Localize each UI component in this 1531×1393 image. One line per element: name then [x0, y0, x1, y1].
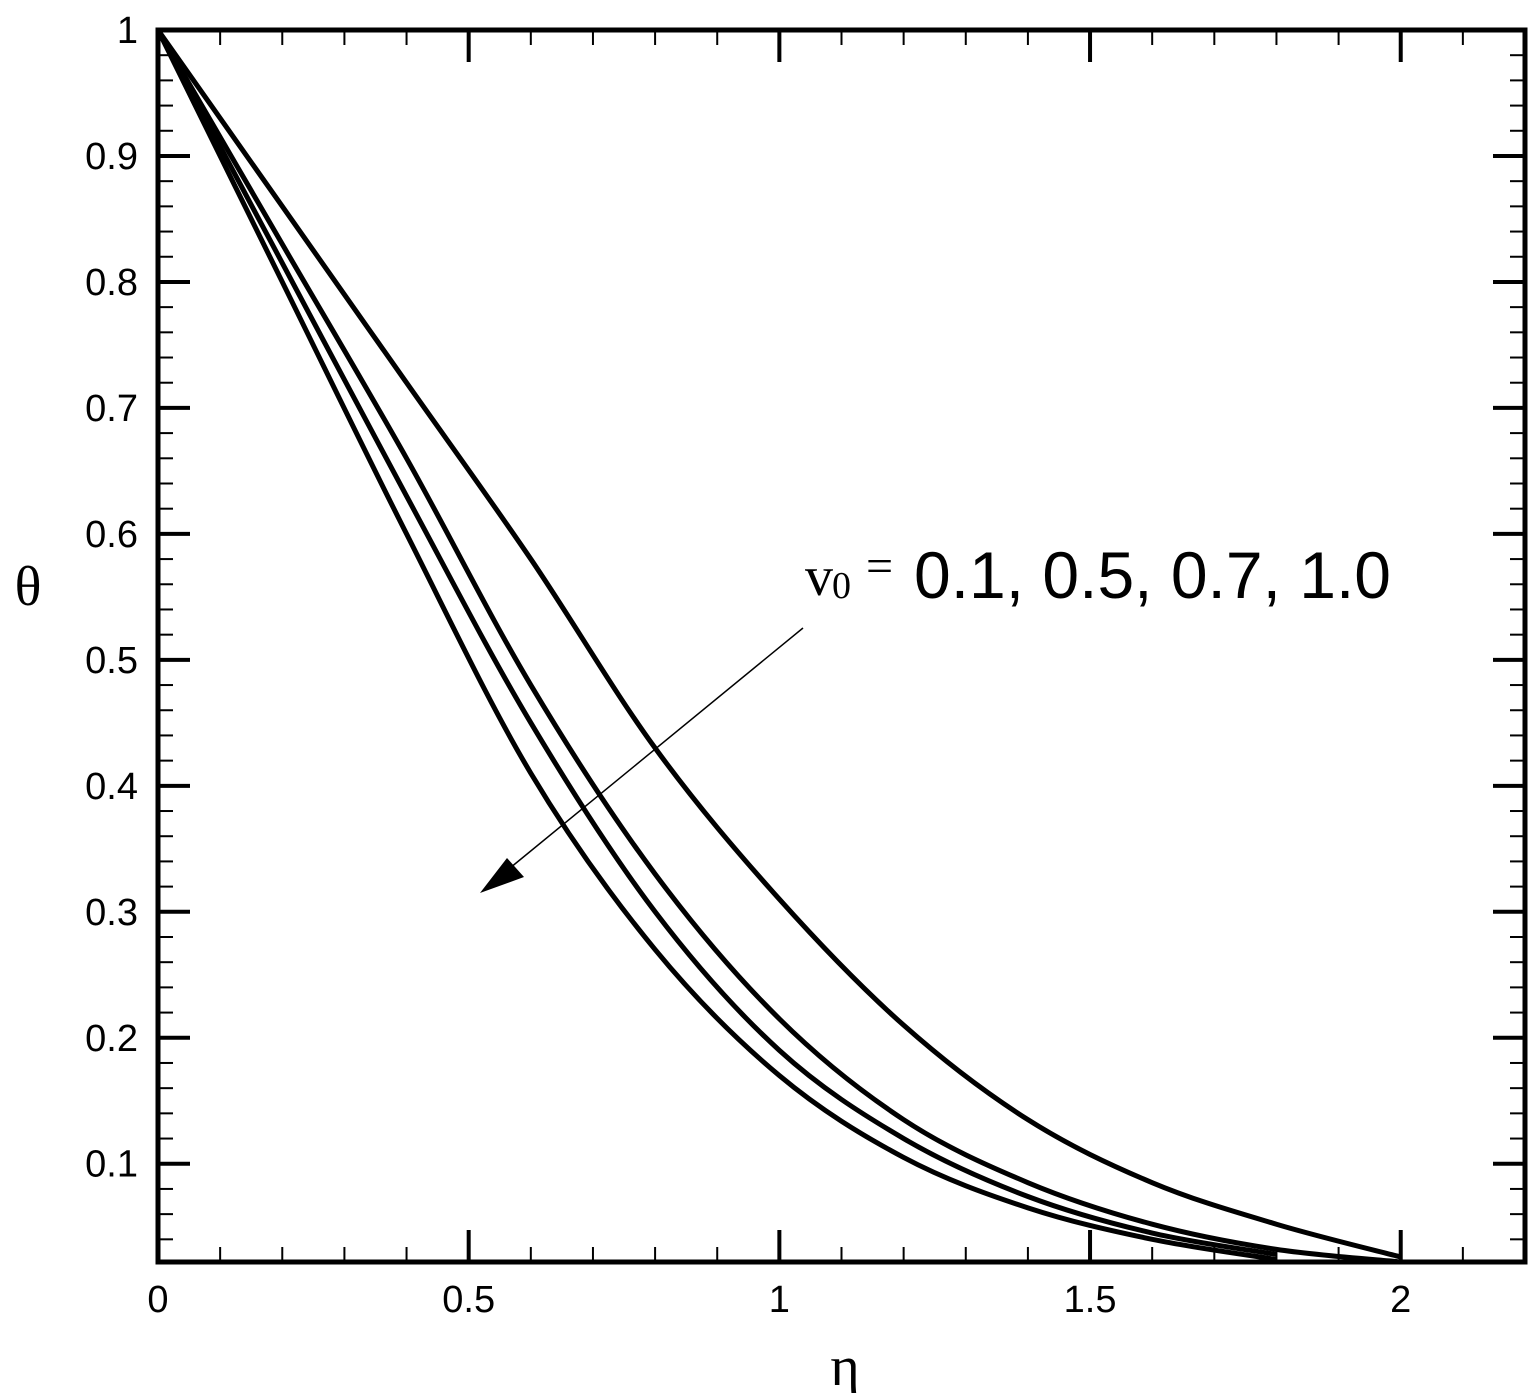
y-tick-label: 0.9: [85, 136, 138, 178]
y-tick-label: 0.6: [85, 514, 138, 556]
annotation-symbol: v: [805, 546, 833, 608]
series-line: [158, 30, 1277, 1257]
x-tick-label: 2: [1390, 1279, 1411, 1321]
x-tick-label: 1.5: [1064, 1279, 1117, 1321]
arrow-head: [480, 858, 524, 893]
x-tick-label: 0.5: [442, 1279, 495, 1321]
plot-frame: [155, 27, 1528, 1265]
annotation-text: 0.1, 0.5, 0.7, 1.0: [914, 538, 1391, 612]
series-line: [158, 30, 1277, 1262]
x-tick-label: 0: [147, 1279, 168, 1321]
x-tick-label: 1: [769, 1279, 790, 1321]
y-tick-label: 0.5: [85, 640, 138, 682]
y-tick-label: 0.2: [85, 1018, 138, 1060]
y-tick-label: 0.7: [85, 388, 138, 430]
series-line: [158, 30, 1401, 1262]
y-tick-label: 1: [117, 10, 138, 52]
annotation-subscript: 0: [832, 565, 851, 607]
series-line: [158, 30, 1402, 1260]
y-tick-label: 0.4: [85, 766, 138, 808]
x-axis-label: η: [830, 1336, 859, 1393]
y-tick-label: 0.3: [85, 892, 138, 934]
y-tick-label: 0.1: [85, 1144, 138, 1186]
y-tick-label: 0.8: [85, 262, 138, 304]
y-axis-label: θ: [15, 556, 42, 618]
annotation-equals: =: [866, 540, 893, 593]
